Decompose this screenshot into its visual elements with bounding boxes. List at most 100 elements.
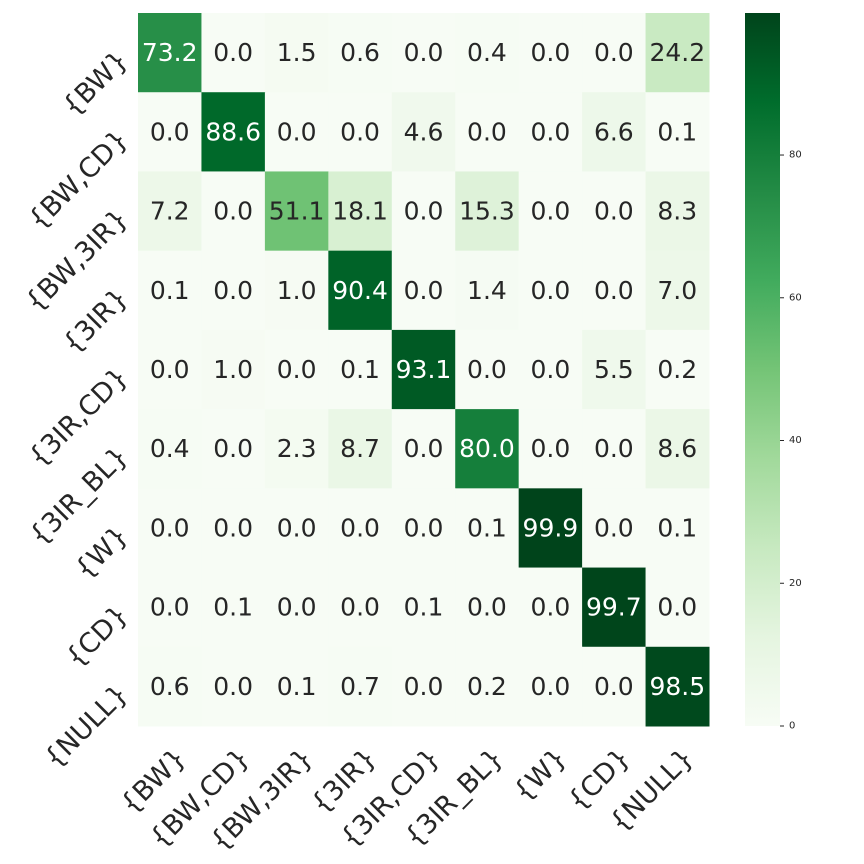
heatmap-cell — [328, 488, 393, 569]
cell-value-label: 1.4 — [467, 276, 507, 305]
cell-value-label: 2.3 — [277, 434, 317, 463]
colorbar-tick-label: 60 — [789, 292, 802, 303]
heatmap-cell — [328, 92, 393, 172]
heatmap-cell — [455, 92, 520, 172]
cell-value-label: 0.0 — [531, 434, 571, 463]
x-tick-label: {W} — [508, 743, 573, 808]
heatmap-cell — [582, 488, 647, 569]
heatmap-cell — [138, 329, 202, 410]
heatmap-cell — [328, 646, 393, 727]
heatmap-cell — [391, 171, 456, 252]
heatmap-cell — [328, 329, 393, 410]
cell-value-label: 99.9 — [523, 513, 579, 542]
heatmap-cell — [328, 250, 393, 331]
heatmap-cell — [518, 171, 583, 252]
cell-value-label: 0.0 — [594, 434, 634, 463]
cell-value-label: 0.1 — [340, 355, 380, 384]
colorbar-tick-label: 20 — [789, 578, 802, 589]
heatmap-cell — [201, 92, 266, 172]
heatmap-cell — [328, 567, 393, 648]
heatmap-cell — [455, 646, 520, 727]
cell-value-label: 0.1 — [467, 513, 507, 542]
heatmap-cell — [138, 171, 202, 252]
heatmap-cell — [201, 329, 266, 410]
heatmap-cell — [391, 250, 456, 331]
cell-value-label: 73.2 — [142, 38, 198, 67]
cell-value-label: 0.0 — [213, 672, 253, 701]
cell-value-label: 0.1 — [213, 593, 253, 622]
heatmap-cell — [455, 13, 520, 93]
cell-value-label: 0.0 — [213, 434, 253, 463]
cell-value-label: 0.0 — [150, 355, 190, 384]
cell-value-label: 7.0 — [657, 276, 697, 305]
colorbar — [745, 13, 780, 726]
heatmap-cell — [518, 488, 583, 569]
cell-value-label: 0.0 — [404, 672, 444, 701]
heatmap-cell — [518, 329, 583, 410]
heatmap-cell — [391, 13, 456, 93]
heatmap-cell — [518, 250, 583, 331]
cell-value-label: 0.0 — [594, 38, 634, 67]
heatmap-cell — [582, 646, 647, 727]
y-tick-label: {W} — [69, 520, 134, 585]
cell-value-label: 99.7 — [586, 593, 642, 622]
heatmap-cell — [201, 488, 266, 569]
heatmap-cell — [455, 488, 520, 569]
heatmap-cell — [391, 646, 456, 727]
heatmap-cell — [645, 488, 710, 569]
heatmap-cell — [645, 567, 710, 648]
heatmap-cell — [201, 409, 266, 489]
cell-value-label: 93.1 — [396, 355, 452, 384]
y-tick-label: {CD} — [60, 599, 134, 673]
cell-value-label: 0.4 — [150, 434, 190, 463]
heatmap-cell — [328, 13, 393, 93]
heatmap-cell — [645, 92, 710, 172]
heatmap-cell — [645, 13, 710, 93]
cell-value-label: 0.2 — [657, 355, 697, 384]
cell-value-label: 80.0 — [459, 434, 515, 463]
heatmap-cell — [391, 567, 456, 648]
cell-value-label: 0.1 — [404, 593, 444, 622]
heatmap-cell — [391, 488, 456, 569]
colorbar-tick-label: 40 — [789, 435, 802, 446]
y-tick-label: {3IR} — [57, 283, 134, 360]
heatmap-cell — [518, 646, 583, 727]
heatmap-cell — [455, 250, 520, 331]
cell-value-label: 0.6 — [150, 672, 190, 701]
heatmap-cell — [455, 567, 520, 648]
cell-value-label: 0.2 — [467, 672, 507, 701]
cell-value-label: 1.0 — [213, 355, 253, 384]
cell-value-label: 8.6 — [657, 434, 697, 463]
heatmap-cell — [138, 646, 202, 727]
cell-value-label: 0.0 — [594, 197, 634, 226]
heatmap-cell — [518, 409, 583, 489]
cell-value-label: 8.7 — [340, 434, 380, 463]
heatmap-cell — [201, 171, 266, 252]
heatmap-cell — [201, 250, 266, 331]
heatmap-cell — [582, 409, 647, 489]
cell-value-label: 0.0 — [213, 197, 253, 226]
cell-value-label: 0.0 — [531, 117, 571, 146]
heatmap-cell — [138, 92, 202, 172]
cell-value-label: 0.0 — [467, 117, 507, 146]
cell-value-label: 0.1 — [657, 117, 697, 146]
y-tick-label: {BW} — [57, 45, 135, 123]
heatmap-cell — [264, 13, 329, 93]
heatmap-cell — [582, 171, 647, 252]
cell-value-label: 0.0 — [150, 117, 190, 146]
heatmap-cells — [138, 13, 710, 727]
cell-value-label: 0.1 — [657, 513, 697, 542]
cell-value-label: 0.0 — [467, 593, 507, 622]
cell-value-label: 0.0 — [657, 593, 697, 622]
heatmap-cell — [328, 171, 393, 252]
cell-value-label: 0.0 — [531, 672, 571, 701]
cell-value-label: 0.0 — [340, 513, 380, 542]
cell-value-label: 51.1 — [269, 197, 325, 226]
heatmap-cell-labels: 73.2 0.0 1.5 0.6 0.0 0.4 0.0 0.0 24.2 0.0 88.6 0.0 0… — [142, 38, 705, 701]
colorbar-tick-label: 80 — [789, 150, 802, 161]
heatmap-cell — [264, 409, 329, 489]
cell-value-label: 0.0 — [213, 276, 253, 305]
cell-value-label: 4.6 — [404, 117, 444, 146]
cell-value-label: 0.0 — [594, 672, 634, 701]
y-axis-tick-labels: {BW}{BW,CD}{BW,3IR}{3IR}{3IR,CD}{3IR_BL}… — [20, 45, 135, 775]
